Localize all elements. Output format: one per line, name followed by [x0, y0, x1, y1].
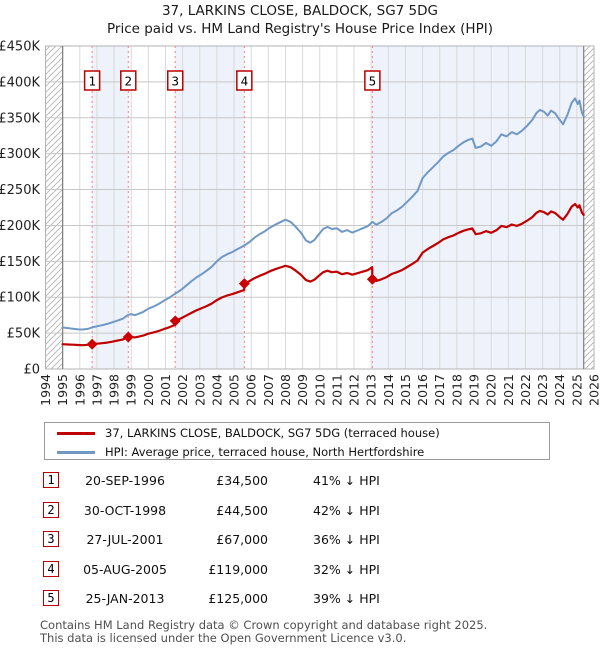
svg-text:2005: 2005 — [227, 374, 242, 406]
svg-text:2001: 2001 — [158, 374, 173, 406]
svg-text:2012: 2012 — [347, 374, 362, 406]
svg-text:2003: 2003 — [192, 374, 207, 406]
svg-text:2016: 2016 — [415, 374, 430, 406]
transaction-date: 30-OCT-1998 — [83, 502, 167, 518]
legend-box: 37, LARKINS CLOSE, BALDOCK, SG7 5DG (ter… — [44, 422, 550, 460]
y-axis-labels: £0 £50K £100K £150K £200K £250K £300K £350K £400… — [0, 40, 40, 378]
legend-row-hpi: HPI: Average price, terraced house, Nort… — [45, 444, 549, 461]
footer-licence: This data is licensed under the Open Gov… — [40, 630, 407, 645]
svg-text:2: 2 — [125, 74, 133, 89]
legend-price-paid-label: 37, LARKINS CLOSE, BALDOCK, SG7 5DG (ter… — [105, 426, 440, 440]
no-data-hatch — [45, 46, 594, 369]
svg-text:£300K: £300K — [0, 147, 40, 162]
transaction-row-4: 4 05-AUG-2005 £119,000 32% ↓ HPI — [0, 560, 600, 579]
transaction-hpi-delta: 41% ↓ HPI — [313, 473, 380, 488]
svg-text:2018: 2018 — [449, 374, 464, 406]
svg-text:1999: 1999 — [124, 374, 139, 406]
svg-text:5: 5 — [369, 74, 377, 89]
transaction-price: £67,000 — [216, 532, 268, 547]
sale-number-boxes: 1 2 3 4 5 — [83, 70, 381, 91]
price-paid-line — [61, 202, 585, 347]
svg-text:2007: 2007 — [261, 374, 276, 406]
legend-hpi-label: HPI: Average price, terraced house, Nort… — [105, 445, 425, 459]
svg-text:2000: 2000 — [141, 374, 156, 406]
transaction-row-5: 5 25-JAN-2013 £125,000 39% ↓ HPI — [0, 590, 600, 608]
transaction-price: £44,500 — [216, 502, 268, 518]
svg-text:4: 4 — [241, 74, 249, 89]
svg-text:1: 1 — [88, 74, 96, 89]
shaded-bands — [92, 46, 584, 369]
svg-text:2010: 2010 — [312, 374, 327, 406]
transaction-hpi-delta: 39% ↓ HPI — [313, 591, 380, 606]
svg-text:1994: 1994 — [38, 374, 53, 406]
transaction-hpi-delta: 36% ↓ HPI — [313, 532, 380, 547]
transaction-row-1: 1 20-SEP-1996 £34,500 41% ↓ HPI — [0, 472, 600, 490]
sale-markers — [86, 273, 378, 350]
legend-row-price-paid: 37, LARKINS CLOSE, BALDOCK, SG7 5DG (ter… — [45, 425, 549, 442]
transaction-hpi-delta: 32% ↓ HPI — [313, 561, 380, 577]
transaction-hpi-delta: 42% ↓ HPI — [313, 502, 380, 518]
gridlines — [45, 45, 595, 370]
svg-text:2009: 2009 — [295, 374, 310, 406]
hpi-line-swatch — [57, 451, 95, 454]
svg-text:£50K: £50K — [7, 327, 41, 342]
svg-text:2004: 2004 — [209, 374, 224, 406]
svg-text:2014: 2014 — [381, 374, 396, 406]
svg-text:2026: 2026 — [587, 374, 600, 406]
svg-text:2021: 2021 — [501, 374, 516, 406]
svg-text:2002: 2002 — [175, 374, 190, 406]
svg-text:2022: 2022 — [518, 374, 533, 406]
svg-text:2025: 2025 — [569, 374, 584, 406]
svg-text:£250K: £250K — [0, 183, 40, 198]
svg-text:1996: 1996 — [72, 374, 87, 406]
transaction-row-3: 3 27-JUL-2001 £67,000 36% ↓ HPI — [0, 531, 600, 549]
svg-text:£150K: £150K — [0, 255, 40, 270]
chart-title: 37, LARKINS CLOSE, BALDOCK, SG7 5DG — [161, 3, 439, 19]
footer-copyright: Contains HM Land Registry data © Crown c… — [40, 618, 488, 632]
svg-text:1995: 1995 — [55, 374, 70, 406]
transaction-number-badge: 3 — [43, 531, 59, 547]
svg-text:3: 3 — [171, 74, 179, 89]
svg-text:2011: 2011 — [329, 374, 344, 406]
svg-text:£100K: £100K — [0, 291, 40, 306]
svg-text:2019: 2019 — [467, 374, 482, 406]
svg-text:£350K: £350K — [0, 111, 40, 126]
footer: Contains HM Land Registry data © Crown c… — [40, 619, 487, 644]
svg-text:2008: 2008 — [278, 374, 293, 406]
transaction-price: £34,500 — [216, 473, 268, 488]
price-paid-line-swatch — [57, 432, 95, 435]
svg-text:2013: 2013 — [364, 374, 379, 406]
x-axis-labels: 1994 1995 1996 1997 1998 1999 2000 2001 2002 2003… — [38, 374, 600, 406]
chart-subtitle: Price paid vs. HM Land Registry's House … — [107, 21, 493, 37]
hpi-line — [61, 97, 585, 331]
svg-text:2006: 2006 — [244, 374, 259, 406]
transaction-date: 27-JUL-2001 — [86, 532, 164, 547]
svg-text:£400K: £400K — [0, 75, 40, 90]
transaction-number-badge: 4 — [43, 560, 59, 577]
svg-text:2023: 2023 — [535, 374, 550, 406]
price-hpi-chart: 1 2 3 4 5 £0 £50K £100K £150K £200K £250K £300K £350… — [0, 40, 600, 406]
svg-text:£200K: £200K — [0, 219, 40, 234]
svg-text:2015: 2015 — [398, 374, 413, 406]
svg-text:1998: 1998 — [107, 374, 122, 406]
svg-text:1997: 1997 — [89, 374, 104, 406]
transaction-date: 20-SEP-1996 — [85, 473, 165, 488]
svg-text:2024: 2024 — [552, 374, 567, 406]
svg-text:£0: £0 — [23, 363, 40, 378]
transaction-price: £125,000 — [208, 591, 268, 606]
svg-text:£450K: £450K — [0, 40, 40, 55]
transaction-price: £119,000 — [208, 561, 268, 577]
svg-text:2017: 2017 — [432, 374, 447, 406]
svg-text:2020: 2020 — [484, 374, 499, 406]
transaction-number-badge: 1 — [43, 472, 59, 488]
transaction-number-badge: 5 — [43, 590, 59, 606]
transaction-number-badge: 2 — [43, 501, 59, 518]
transaction-date: 25-JAN-2013 — [85, 591, 165, 606]
sale-date-lines — [91, 46, 373, 369]
transaction-row-2: 2 30-OCT-1998 £44,500 42% ↓ HPI — [0, 501, 600, 520]
transaction-date: 05-AUG-2005 — [83, 561, 167, 577]
